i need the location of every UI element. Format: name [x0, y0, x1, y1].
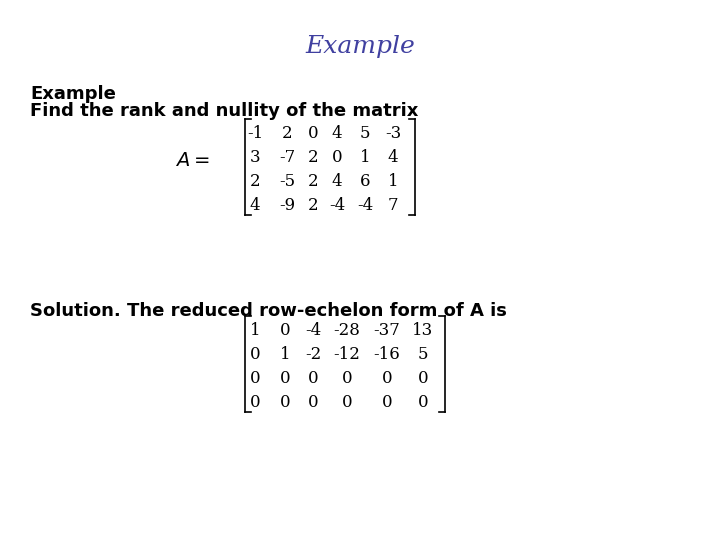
Text: 2: 2: [282, 125, 292, 142]
Text: Find the rank and nullity of the matrix: Find the rank and nullity of the matrix: [30, 102, 418, 120]
Text: -16: -16: [374, 346, 400, 363]
Text: -2: -2: [305, 346, 321, 363]
Text: 2: 2: [250, 173, 261, 190]
Text: 2: 2: [307, 173, 318, 190]
Text: 5: 5: [360, 125, 370, 142]
Text: 0: 0: [250, 346, 261, 363]
Text: 0: 0: [307, 370, 318, 387]
Text: 0: 0: [418, 394, 428, 411]
Text: -4: -4: [305, 322, 321, 339]
Text: -7: -7: [279, 149, 295, 166]
Text: 0: 0: [279, 394, 290, 411]
Text: 0: 0: [382, 370, 392, 387]
Text: 0: 0: [279, 370, 290, 387]
Text: 0: 0: [332, 149, 342, 166]
Text: -4: -4: [329, 197, 345, 214]
Text: 0: 0: [307, 394, 318, 411]
Text: 13: 13: [413, 322, 433, 339]
Text: -9: -9: [279, 197, 295, 214]
Text: -5: -5: [279, 173, 295, 190]
Text: 4: 4: [332, 125, 342, 142]
Text: Solution. The reduced row-echelon form of A is: Solution. The reduced row-echelon form o…: [30, 302, 507, 320]
Text: -12: -12: [333, 346, 361, 363]
Text: 4: 4: [332, 173, 342, 190]
Text: 6: 6: [360, 173, 370, 190]
Text: 7: 7: [387, 197, 398, 214]
Text: 4: 4: [250, 197, 261, 214]
Text: 0: 0: [342, 394, 352, 411]
Text: 0: 0: [250, 394, 261, 411]
Text: 0: 0: [307, 125, 318, 142]
Text: 0: 0: [418, 370, 428, 387]
Text: 5: 5: [418, 346, 428, 363]
Text: 1: 1: [360, 149, 370, 166]
Text: Example: Example: [305, 35, 415, 58]
Text: 2: 2: [307, 197, 318, 214]
Text: -4: -4: [357, 197, 373, 214]
Text: Example: Example: [30, 85, 116, 103]
Text: 1: 1: [250, 322, 261, 339]
Text: 2: 2: [307, 149, 318, 166]
Text: 1: 1: [279, 346, 290, 363]
Text: 1: 1: [387, 173, 398, 190]
Text: -28: -28: [333, 322, 361, 339]
Text: 0: 0: [342, 370, 352, 387]
Text: -3: -3: [385, 125, 401, 142]
Text: 0: 0: [250, 370, 261, 387]
Text: 0: 0: [382, 394, 392, 411]
Text: -37: -37: [374, 322, 400, 339]
Text: 4: 4: [387, 149, 398, 166]
Text: $A=$: $A=$: [176, 152, 210, 170]
Text: -1: -1: [247, 125, 263, 142]
Text: 0: 0: [279, 322, 290, 339]
Text: 3: 3: [250, 149, 261, 166]
